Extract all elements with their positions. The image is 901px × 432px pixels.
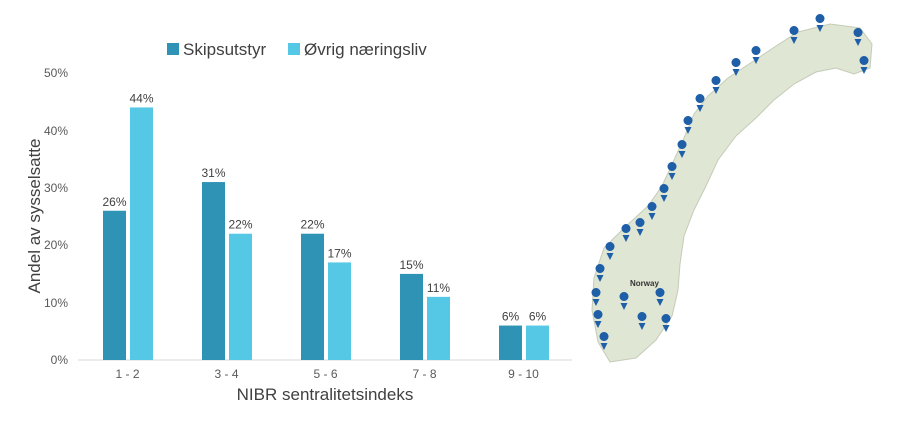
x-tick-label: 5 - 6 — [313, 367, 337, 381]
data-label-skipsutstyr-3-4: 31% — [201, 166, 225, 180]
bar-chart: Skipsutstyr Øvrig næringsliv 0% 10% 20% … — [25, 40, 572, 404]
map-pin-icon — [677, 140, 687, 158]
y-tick-label: 10% — [44, 296, 68, 310]
x-axis: 1 - 2 3 - 4 5 - 6 7 - 8 9 - 10 — [115, 367, 539, 381]
bar-ovrig-1-2 — [130, 107, 153, 360]
map-pin-icon — [593, 310, 603, 328]
x-tick-label: 7 - 8 — [412, 367, 436, 381]
bar-skipsutstyr-7-8 — [400, 273, 423, 360]
map-pin-icon — [637, 312, 647, 330]
x-tick-label: 9 - 10 — [508, 367, 539, 381]
bar-ovrig-5-6 — [328, 262, 351, 360]
map-pin-icon — [655, 288, 665, 306]
data-label-ovrig-5-6: 17% — [327, 246, 351, 260]
bar-ovrig-9-10 — [526, 325, 549, 360]
map-pin-icon — [815, 14, 825, 32]
map-pin-icon — [599, 332, 609, 350]
norway-landmass — [591, 23, 873, 363]
data-label-skipsutstyr-1-2: 26% — [102, 195, 126, 209]
data-label-skipsutstyr-7-8: 15% — [399, 258, 423, 272]
bars — [103, 107, 549, 360]
map-pin-icon — [591, 288, 601, 306]
bar-skipsutstyr-5-6 — [301, 233, 324, 360]
map-pin-icon — [635, 218, 645, 236]
map-pin-icon — [619, 292, 629, 310]
map-pin-icon — [711, 76, 721, 94]
y-tick-label: 20% — [44, 238, 68, 252]
data-label-skipsutstyr-5-6: 22% — [300, 218, 324, 232]
bar-ovrig-3-4 — [229, 233, 252, 360]
map-pin-icon — [859, 56, 869, 74]
bar-skipsutstyr-9-10 — [499, 325, 522, 360]
map-pin-icon — [683, 116, 693, 134]
bar-ovrig-7-8 — [427, 296, 450, 360]
map-pin-icon — [595, 264, 605, 282]
x-axis-title: NIBR sentralitetsindeks — [237, 385, 414, 404]
map-pin-icon — [659, 184, 669, 202]
y-tick-label: 40% — [44, 124, 68, 138]
bar-skipsutstyr-3-4 — [202, 182, 225, 360]
y-tick-label: 30% — [44, 181, 68, 195]
map-markers — [591, 14, 869, 350]
map-pin-icon — [667, 162, 677, 180]
map-pin-icon — [853, 28, 863, 46]
data-label-skipsutstyr-9-10: 6% — [502, 310, 520, 324]
map-pin-icon — [661, 314, 671, 332]
data-label-ovrig-1-2: 44% — [129, 91, 153, 105]
bar-skipsutstyr-1-2 — [103, 210, 126, 360]
map-pin-icon — [695, 94, 705, 112]
map-pin-icon — [647, 202, 657, 220]
legend-swatch-ovrig — [288, 43, 300, 55]
legend-label-skipsutstyr: Skipsutstyr — [183, 40, 266, 59]
map-pin-icon — [605, 242, 615, 260]
legend-label-ovrig: Øvrig næringsliv — [304, 40, 427, 59]
data-label-ovrig-3-4: 22% — [228, 218, 252, 232]
data-label-ovrig-9-10: 6% — [529, 310, 547, 324]
legend-swatch-skipsutstyr — [167, 43, 179, 55]
map-pin-icon — [621, 224, 631, 242]
data-label-ovrig-7-8: 11% — [427, 281, 450, 295]
map-pin-icon — [731, 58, 741, 76]
y-axis: 0% 10% 20% 30% 40% 50% — [44, 66, 68, 367]
data-labels: 26% 44% 31% 22% 22% 17% 15% 11% 6% 6% — [102, 91, 546, 323]
map-pin-icon — [751, 46, 761, 64]
x-tick-label: 3 - 4 — [214, 367, 238, 381]
map-country-label: Norway — [630, 279, 659, 288]
legend: Skipsutstyr Øvrig næringsliv — [167, 40, 427, 59]
map-pin-icon — [789, 26, 799, 44]
norway-map: Norway — [591, 14, 873, 363]
y-axis-title: Andel av sysselsatte — [25, 139, 44, 294]
y-tick-label: 50% — [44, 66, 68, 80]
x-tick-label: 1 - 2 — [115, 367, 139, 381]
y-tick-label: 0% — [51, 353, 69, 367]
